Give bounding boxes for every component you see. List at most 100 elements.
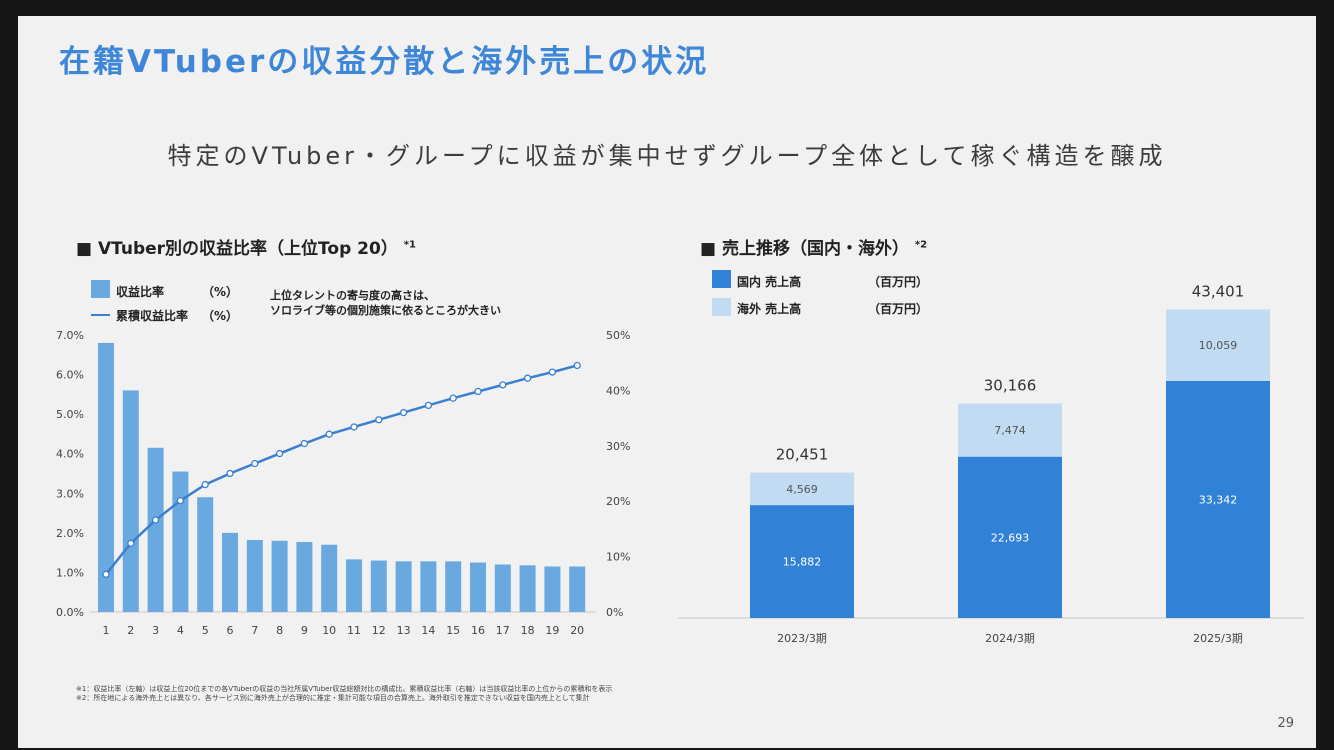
share-bar [271,540,288,612]
domestic-bar [750,505,854,618]
cumulative-point [226,469,234,478]
cumulative-point [300,439,309,448]
share-bar [98,342,114,612]
legend-domestic-label: 国内 売上高 [737,275,802,289]
cumulative-point [399,408,408,417]
x-axis-tick: 2 [127,624,134,637]
left-axis-tick: 6.0% [56,369,84,382]
left-axis-tick: 0.0% [56,606,84,619]
total-value-label: 30,166 [984,377,1037,395]
x-axis-tick: 1 [103,624,110,637]
x-axis-tick: 2024/3期 [985,632,1035,645]
share-bar [321,544,338,612]
left-axis-tick: 1.0% [56,566,84,579]
domestic-value-label: 22,693 [991,531,1030,544]
share-bar [445,561,462,612]
legend-line-label: 累積収益比率 [116,309,189,323]
legend-line-swatch [91,314,110,316]
x-axis-tick: 10 [322,624,336,637]
x-axis-tick: 19 [545,624,559,637]
right-chart-title: ■ 売上推移（国内・海外） *2 [700,234,927,259]
legend-bar-label: 収益比率 [116,285,165,299]
cumulative-point [424,401,433,410]
share-bar [370,560,387,612]
cumulative-point [548,368,557,376]
cumulative-point [251,459,259,468]
right-chart-title-text: ■ 売上推移（国内・海外） [700,239,909,259]
slide: 在籍VTuberの収益分散と海外売上の状況 特定のVTuber・グループに収益が… [18,16,1316,748]
share-bar [246,539,263,612]
left-chart-title: ■ VTuber別の収益比率（上位Top 20） *1 [76,234,416,259]
cumulative-point [275,449,284,458]
cumulative-point [474,387,482,396]
right-axis-tick: 40% [606,384,630,397]
x-axis-tick: 5 [202,624,209,637]
footnote-1: ※1：収益比率（左軸）は収益上位20位までの各VTuberの収益の当社所属VTu… [76,685,613,693]
share-bar [346,559,362,612]
overseas-value-label: 7,474 [994,424,1026,437]
chart-annotation-line1: 上位タレントの寄与度の高さは、 [270,289,435,302]
share-bar [494,564,511,612]
right-axis-tick: 0% [606,606,623,619]
x-axis-tick: 2023/3期 [777,632,827,645]
overseas-bar [750,472,854,506]
right-chart-note-mark: *2 [914,239,928,251]
share-bar [172,471,189,612]
cumulative-point [102,570,110,578]
legend-overseas-unit: （百万円） [868,302,929,316]
x-axis-tick: 16 [471,624,485,637]
x-axis-tick: 6 [227,624,234,637]
left-chart-title-text: ■ VTuber別の収益比率（上位Top 20） [76,239,398,259]
cumulative-point [375,416,383,424]
legend-bar-unit: （%） [202,285,239,299]
x-axis-tick: 12 [372,624,386,637]
legend-bar-swatch [91,280,110,298]
total-value-label: 43,401 [1192,282,1245,300]
x-axis-tick: 4 [177,624,184,637]
footnotes: ※1：収益比率（左軸）は収益上位20位までの各VTuberの収益の当社所属VTu… [76,685,612,703]
cumulative-line [105,364,578,576]
share-bar [122,390,139,612]
left-axis-tick: 7.0% [56,329,84,342]
x-axis-tick: 8 [276,624,283,637]
cumulative-point [573,361,581,370]
domestic-value-label: 15,882 [783,556,822,569]
slide-subtitle: 特定のVTuber・グループに収益が集中せずグループ全体として稼ぐ構造を醸成 [167,142,1167,170]
revenue-share-chart: 0.0% 1.0% 2.0% 3.0% 4.0% 5.0% 6.0% 7.0% 0% 10% 20%… [56,329,630,637]
x-axis-tick: 3 [152,624,159,637]
x-axis-tick: 9 [301,624,308,637]
x-axis-tick: 14 [421,624,435,637]
share-bar [147,447,164,612]
overseas-value-label: 10,059 [1199,339,1238,352]
right-axis-tick: 30% [606,440,630,453]
footnote-2: ※2：所在地による海外売上とは異なり、各サービス別に海外売上が合理的に推定・集計… [76,694,590,702]
chart-annotation-line2: ソロライブ等の個別施策に依るところが大きい [270,304,501,317]
left-chart-note-mark: *1 [403,239,416,251]
x-axis-tick: 15 [446,624,460,637]
legend-overseas-label: 海外 売上高 [737,302,802,316]
legend-domestic-swatch [712,270,731,288]
cumulative-point [523,374,532,382]
overseas-value-label: 4,569 [786,483,818,496]
right-axis-tick: 20% [606,495,630,508]
left-axis-tick: 2.0% [56,527,84,540]
total-value-label: 20,451 [776,446,829,464]
share-bar [569,566,586,612]
share-bar [197,497,214,612]
right-axis-tick: 10% [606,551,630,564]
cumulative-point [449,394,457,402]
x-axis-tick: 17 [496,624,510,637]
share-bar [470,562,486,612]
x-axis-tick: 11 [347,624,361,637]
cumulative-point [350,423,358,431]
sales-trend-chart: 15,882 4,569 20,451 2023/3期 22,693 7,474 30,16… [678,282,1304,645]
domestic-value-label: 33,342 [1199,493,1238,506]
share-bar [296,541,313,612]
share-bar [395,561,412,612]
share-bar [519,565,536,612]
left-axis-tick: 3.0% [56,487,84,500]
left-axis-tick: 4.0% [56,448,84,461]
chart-annotation: 上位タレントの寄与度の高さは、 ソロライブ等の個別施策に依るところが大きい [270,288,501,318]
cumulative-point [499,381,507,389]
x-axis-tick: 13 [397,624,411,637]
